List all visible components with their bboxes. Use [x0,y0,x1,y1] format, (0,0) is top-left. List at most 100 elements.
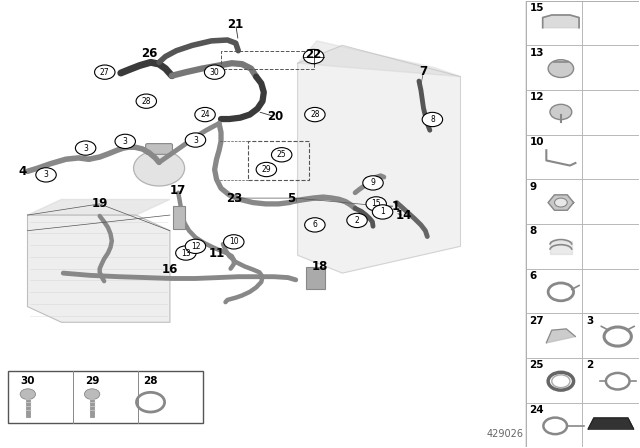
Polygon shape [298,45,461,273]
Polygon shape [550,241,572,254]
Text: 1: 1 [391,200,399,213]
Text: 3: 3 [586,315,593,326]
Text: 429026: 429026 [486,429,523,439]
Circle shape [554,198,567,207]
Text: 6: 6 [529,271,537,281]
Text: 15: 15 [371,199,381,208]
Bar [248,141,309,180]
Text: 17: 17 [170,184,186,197]
Polygon shape [547,329,575,343]
Circle shape [134,151,184,186]
Circle shape [305,218,325,232]
Text: 1: 1 [380,207,385,216]
Text: 24: 24 [529,405,544,415]
Bar [582,224,639,269]
Circle shape [95,65,115,79]
Text: 3: 3 [193,136,198,145]
Text: 10: 10 [229,237,239,246]
Circle shape [366,197,387,211]
Bar [525,313,582,358]
Text: 28: 28 [310,110,319,119]
Circle shape [550,104,572,120]
Text: 12: 12 [529,92,544,102]
Polygon shape [543,15,579,28]
Text: 27: 27 [529,315,544,326]
Text: 2: 2 [355,216,360,225]
Text: 30: 30 [20,375,35,386]
Bar [582,179,639,224]
Circle shape [20,389,35,400]
Bar [525,358,582,403]
Circle shape [76,141,96,155]
Bar [173,206,184,229]
Text: 29: 29 [262,165,271,174]
Polygon shape [298,41,461,77]
Text: 14: 14 [396,210,413,223]
Bar [582,135,639,179]
Circle shape [422,112,443,127]
Polygon shape [588,418,634,429]
Bar [525,403,582,447]
Text: 10: 10 [529,137,544,147]
Text: 9: 9 [529,181,536,192]
Polygon shape [548,195,573,210]
Circle shape [136,94,157,108]
Circle shape [185,133,205,147]
Text: 19: 19 [92,198,108,211]
Polygon shape [28,199,170,215]
Text: 6: 6 [312,220,317,229]
Circle shape [305,108,325,122]
Text: 24: 24 [200,110,210,119]
Bar [582,403,639,447]
Circle shape [84,389,100,400]
Bar [525,90,582,135]
Circle shape [256,162,276,177]
Text: 9: 9 [371,178,376,187]
Circle shape [204,65,225,79]
Bar [525,1,639,447]
Bar [582,269,639,313]
Text: 12: 12 [191,242,200,251]
Circle shape [175,246,196,260]
Circle shape [548,60,573,78]
Bar [525,224,582,269]
Circle shape [185,239,205,254]
Text: 29: 29 [85,375,99,386]
Circle shape [223,235,244,249]
Text: 8: 8 [430,115,435,124]
Text: 5: 5 [287,192,296,205]
Text: 25: 25 [277,150,287,159]
Bar [525,135,582,179]
Bar [525,45,582,90]
Text: 18: 18 [312,260,328,273]
Text: 27: 27 [100,68,109,77]
Text: 11: 11 [209,246,225,259]
Text: 20: 20 [267,110,284,123]
FancyBboxPatch shape [146,144,173,154]
Bar [525,1,582,45]
Text: 3: 3 [44,170,49,179]
Text: 7: 7 [419,65,428,78]
Circle shape [347,213,367,228]
Text: 3: 3 [123,137,127,146]
Text: 28: 28 [143,375,158,386]
Circle shape [115,134,136,149]
Text: 25: 25 [529,360,544,370]
Circle shape [303,49,324,64]
Text: 28: 28 [141,97,151,106]
Bar [8,371,203,423]
Circle shape [36,168,56,182]
Bar [582,313,639,358]
Text: 4: 4 [19,165,27,178]
Text: 13: 13 [529,47,544,58]
Text: 2: 2 [586,360,593,370]
Circle shape [363,176,383,190]
Polygon shape [28,215,170,322]
Bar [582,90,639,135]
Bar [582,358,639,403]
Bar [582,1,639,45]
Text: 15: 15 [529,3,544,13]
Text: 3: 3 [83,143,88,153]
Text: 13: 13 [181,249,191,258]
Text: 23: 23 [226,192,242,205]
